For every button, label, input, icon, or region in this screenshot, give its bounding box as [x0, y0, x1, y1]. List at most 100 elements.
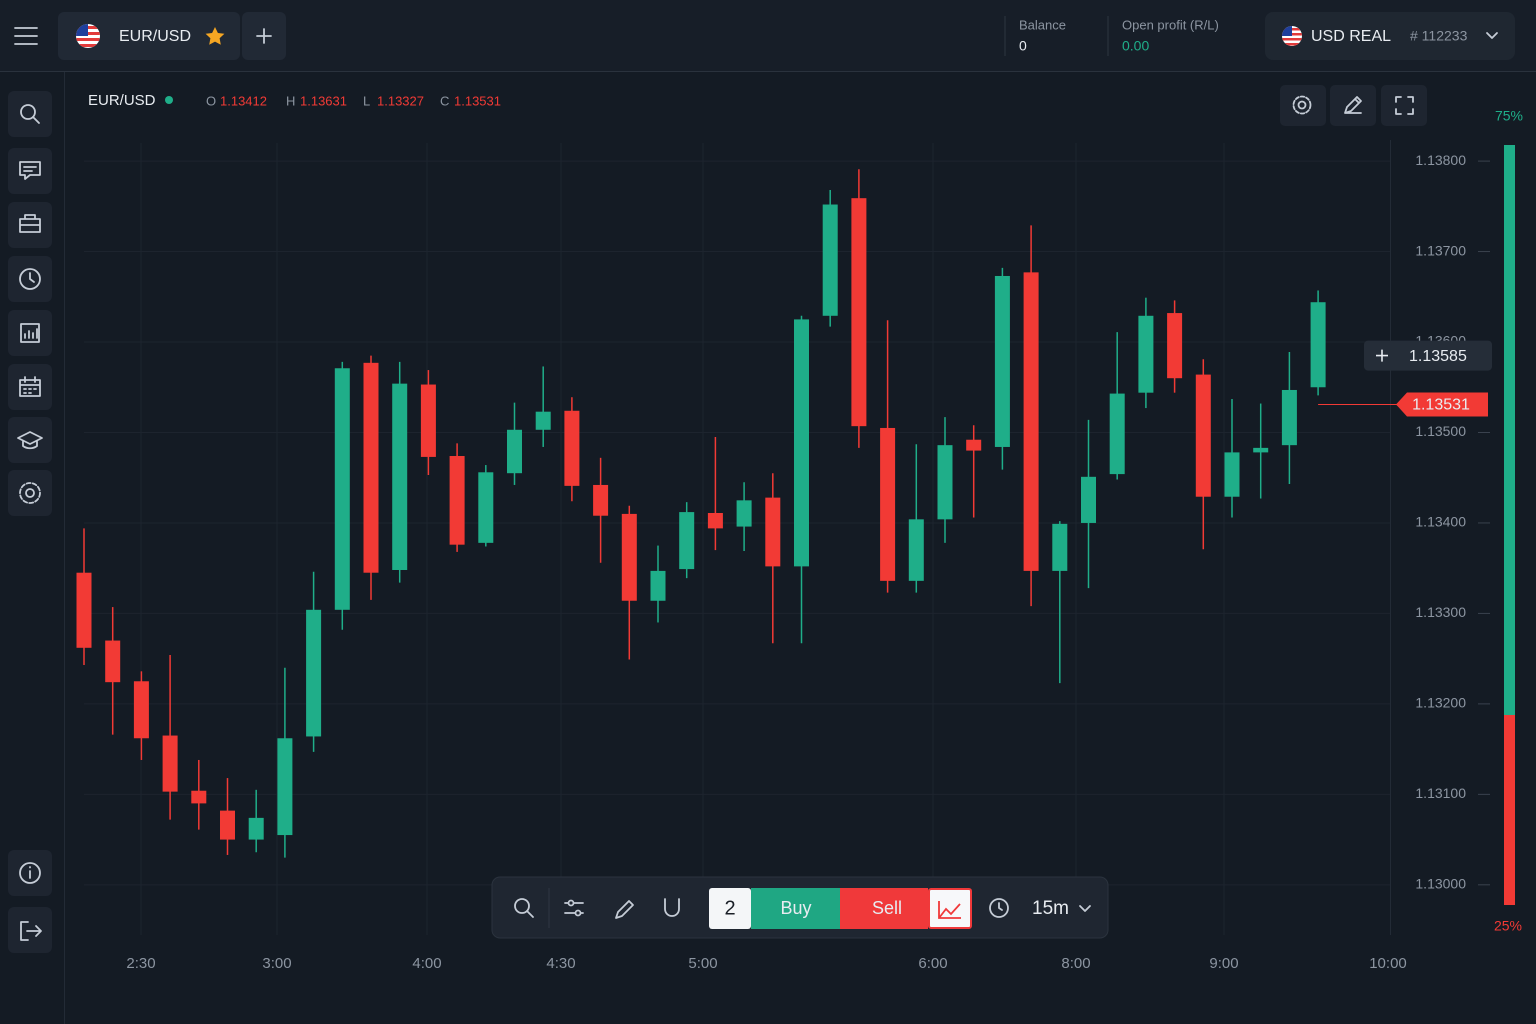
x-tick-label: 2:30 — [126, 955, 155, 972]
y-tick-label: 1.13700 — [1415, 242, 1466, 258]
add-tab-button[interactable] — [242, 12, 286, 60]
indicators-button[interactable] — [564, 899, 584, 917]
candle-body — [937, 445, 953, 520]
amount-value: 2 — [724, 897, 735, 919]
candle-body — [306, 609, 322, 737]
candle-body — [191, 790, 207, 804]
sentiment-segment — [1504, 715, 1515, 905]
chart-settings-button[interactable] — [1280, 85, 1326, 126]
ohlc-value: 1.13412 — [220, 93, 267, 108]
trade-chart-button[interactable] — [928, 888, 972, 929]
candle-body — [650, 570, 666, 601]
portfolio-button[interactable] — [8, 202, 52, 248]
candle-body — [162, 735, 178, 792]
candle-body — [621, 513, 637, 601]
chat-button[interactable] — [8, 148, 52, 194]
candle-body — [420, 384, 436, 457]
amount-input[interactable]: 2 — [709, 888, 751, 929]
candle-body — [707, 513, 723, 529]
y-tick-label: 1.13400 — [1415, 514, 1466, 530]
candle-body — [478, 472, 494, 543]
analytics-button[interactable] — [8, 310, 52, 356]
history-button[interactable] — [8, 256, 52, 302]
candle-body — [851, 198, 867, 427]
sell-button[interactable]: Sell — [840, 888, 928, 929]
candle-body — [507, 429, 522, 474]
candle-body — [1310, 302, 1326, 388]
education-button[interactable] — [8, 417, 52, 463]
candles — [76, 169, 1326, 858]
favorite-star[interactable] — [205, 27, 225, 45]
y-tick-label: 1.13300 — [1415, 604, 1466, 620]
candle-body — [76, 572, 92, 648]
timeframe-value: 15m — [1032, 898, 1069, 919]
crosshair-price: 1.13585 — [1364, 340, 1492, 371]
flag-icon — [76, 24, 100, 48]
timeframe-selector[interactable]: 15m — [989, 898, 1091, 919]
candle-body — [334, 368, 350, 610]
balance-value: 0 — [1019, 38, 1027, 54]
candle-body — [593, 484, 609, 516]
x-tick-label: 4:30 — [546, 955, 575, 972]
search-button[interactable] — [8, 91, 52, 137]
candle-body — [1195, 374, 1211, 497]
symbol-name: EUR/USD — [119, 28, 191, 45]
buy-button[interactable]: Buy — [751, 888, 840, 929]
candle-body — [994, 275, 1010, 447]
order-panel: 2 Buy Sell 15m — [491, 876, 1109, 939]
x-tick-label: 9:00 — [1209, 955, 1238, 972]
profit-value: 0.00 — [1122, 38, 1149, 54]
account-id: # 112233 — [1410, 28, 1468, 44]
y-tick-label: 1.13500 — [1415, 423, 1466, 439]
x-tick-label: 10:00 — [1369, 955, 1407, 972]
candle-body — [822, 204, 838, 316]
sentiment-segment — [1504, 145, 1515, 715]
crosshair-plus — [1376, 349, 1388, 362]
calendar-button[interactable] — [8, 364, 52, 410]
candle-body — [908, 519, 924, 581]
candle-body — [966, 439, 982, 451]
info-button[interactable] — [8, 850, 52, 896]
candle-body — [564, 410, 580, 486]
fullscreen-button[interactable] — [1381, 85, 1427, 126]
candle-body — [392, 383, 408, 570]
settings-button[interactable] — [8, 470, 52, 516]
magnet-button[interactable] — [664, 898, 680, 917]
candle-body — [736, 500, 752, 527]
candle-body — [1109, 393, 1125, 475]
candle-body — [248, 817, 264, 840]
chart-symbol: EUR/USD — [88, 92, 156, 109]
buy-label: Buy — [780, 898, 811, 918]
drawing-tools-button[interactable] — [1330, 85, 1376, 126]
x-tick-label: 5:00 — [688, 955, 717, 972]
account-selector[interactable]: USD REAL # 112233 — [1265, 12, 1515, 60]
candle-body — [1224, 452, 1240, 497]
candle-body — [1138, 315, 1154, 393]
symbol-tab[interactable]: EUR/USD — [58, 12, 240, 60]
profit-label: Open profit (R/L) — [1122, 17, 1219, 32]
y-tick-label: 1.13000 — [1415, 876, 1466, 892]
candle-body — [1052, 523, 1068, 571]
price-markers: 1.13531 1.13585 75% 25% — [1318, 108, 1523, 934]
ohlc-label: C — [440, 93, 449, 108]
menu-button[interactable] — [14, 27, 38, 45]
balance-label: Balance — [1019, 17, 1066, 32]
candle-body — [1023, 272, 1039, 571]
status-dot — [165, 96, 173, 104]
x-tick-label: 3:00 — [262, 955, 291, 972]
flag-icon — [1282, 26, 1302, 46]
logout-button[interactable] — [8, 907, 52, 953]
account-name: USD REAL — [1311, 28, 1391, 45]
last-price-label: 1.13531 — [1412, 397, 1470, 414]
sell-label: Sell — [872, 898, 902, 918]
candle-body — [794, 319, 809, 567]
x-tick-label: 8:00 — [1061, 955, 1090, 972]
draw-button[interactable] — [615, 900, 634, 919]
y-tick-label: 1.13800 — [1415, 152, 1466, 168]
sentiment-label: 25% — [1494, 918, 1522, 934]
candle-body — [1081, 476, 1096, 523]
zoom-button[interactable] — [514, 898, 534, 918]
candle-body — [133, 681, 149, 739]
candle-body — [363, 362, 379, 573]
